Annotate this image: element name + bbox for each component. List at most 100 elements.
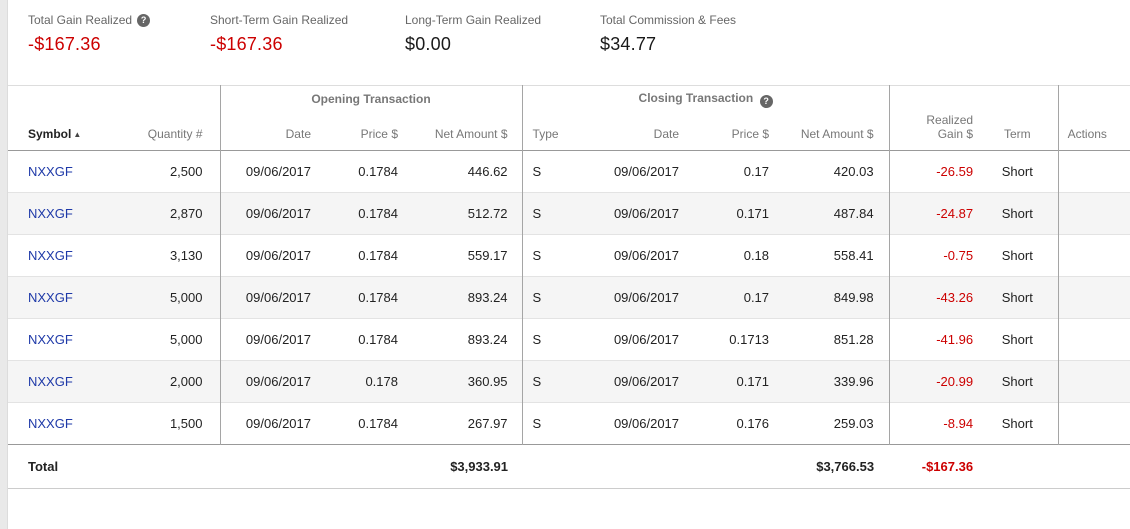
closing-transaction-group-header: Closing Transaction ? [522, 85, 890, 113]
table-row: NXXGF 5,000 09/06/2017 0.1784 893.24 S 0… [8, 276, 1130, 318]
column-header-term: Term [977, 112, 1059, 150]
summary-label: Total Commission & Fees [600, 13, 737, 27]
closing-date-cell: 09/06/2017 [613, 163, 680, 179]
realized-gain-cell: -41.96 [936, 331, 974, 347]
term-cell: Short [977, 360, 1059, 402]
opening-price-cell: 0.1784 [358, 247, 398, 263]
summary-total-gain: Total Gain Realized ? -$167.36 [28, 13, 151, 55]
type-cell: S [532, 205, 542, 221]
column-header-realized-gain: Realized Gain $ [926, 112, 974, 141]
help-icon[interactable]: ? [137, 13, 151, 27]
opening-net-amount-cell: 360.95 [407, 360, 523, 402]
symbol-link[interactable]: NXXGF [28, 163, 73, 179]
opening-net-amount-cell: 893.24 [407, 318, 523, 360]
type-cell: S [532, 331, 542, 347]
column-header-closing-price: Price $ [731, 126, 770, 141]
closing-price-cell: 0.171 [736, 205, 770, 221]
opening-price-cell: 0.1784 [358, 415, 398, 431]
sort-asc-icon: ▲ [73, 129, 82, 139]
opening-price-cell: 0.1784 [358, 289, 398, 305]
column-header-actions: Actions [1067, 126, 1107, 141]
group-spacer [1058, 86, 1130, 113]
opening-price-cell: 0.1784 [358, 331, 398, 347]
realized-gain-cell: -0.75 [943, 247, 974, 263]
symbol-cell: NXXGF [8, 150, 110, 192]
symbol-link[interactable]: NXXGF [28, 373, 73, 389]
actions-cell [1058, 402, 1130, 444]
opening-net-amount-cell: 446.62 [407, 150, 523, 192]
total-row: Total $3,933.91 $3,766.53 -$167.36 [8, 444, 1130, 488]
symbol-link[interactable]: NXXGF [28, 331, 73, 347]
symbol-link[interactable]: NXXGF [28, 247, 73, 263]
opening-net-amount-cell: 512.72 [407, 192, 523, 234]
quantity-cell: 2,870 [110, 192, 221, 234]
term-cell: Short [977, 234, 1059, 276]
total-realized-gain: -$167.36 [921, 458, 974, 474]
opening-net-amount-cell: 893.24 [407, 276, 523, 318]
closing-net-amount-cell: 487.84 [778, 192, 890, 234]
total-opening-net-amount: $3,933.91 [450, 458, 509, 474]
symbol-link[interactable]: NXXGF [28, 205, 73, 221]
actions-cell [1058, 318, 1130, 360]
actions-cell [1058, 192, 1130, 234]
column-header-opening-date: Date [285, 126, 311, 141]
quantity-cell: 1,500 [110, 402, 221, 444]
closing-price-cell: 0.171 [736, 373, 770, 389]
closing-date-cell: 09/06/2017 [613, 289, 680, 305]
table-row: NXXGF 3,130 09/06/2017 0.1784 559.17 S 0… [8, 234, 1130, 276]
type-cell: S [532, 247, 542, 263]
closing-net-amount-cell: 339.96 [778, 360, 890, 402]
column-header-closing-net-amount: Net Amount $ [778, 112, 890, 150]
closing-price-cell: 0.17 [743, 289, 770, 305]
summary-commission-fees: Total Commission & Fees $34.77 [600, 13, 736, 55]
type-cell: S [532, 289, 542, 305]
closing-net-amount-cell: 558.41 [778, 234, 890, 276]
closing-net-amount-cell: 851.28 [778, 318, 890, 360]
summary-value: -$167.36 [210, 34, 283, 54]
group-header-row: Opening Transaction Closing Transaction … [8, 85, 1130, 113]
symbol-link[interactable]: NXXGF [28, 415, 73, 431]
column-header-row: Symbol ▲ Quantity # Date Price $ Net Amou… [8, 112, 1130, 150]
opening-date-cell: 09/06/2017 [245, 205, 311, 221]
closing-date-cell: 09/06/2017 [613, 415, 680, 431]
realized-gain-cell: -26.59 [936, 163, 974, 179]
column-header-type: Type [532, 126, 559, 141]
column-header-symbol[interactable]: Symbol ▲ [28, 126, 82, 141]
term-cell: Short [977, 150, 1059, 192]
total-label: Total [28, 458, 59, 474]
term-cell: Short [977, 318, 1059, 360]
closing-price-cell: 0.176 [736, 415, 770, 431]
opening-price-cell: 0.178 [365, 373, 398, 389]
actions-cell [1058, 276, 1130, 318]
table-row: NXXGF 2,000 09/06/2017 0.178 360.95 S 09… [8, 360, 1130, 402]
realized-gain-cell: -24.87 [936, 205, 974, 221]
opening-price-cell: 0.1784 [358, 205, 398, 221]
type-cell: S [532, 163, 542, 179]
opening-date-cell: 09/06/2017 [245, 373, 311, 389]
symbol-cell: NXXGF [8, 234, 110, 276]
summary-strip: Total Gain Realized ? -$167.36 Short-Ter… [0, 0, 1130, 70]
summary-short-term-gain: Short-Term Gain Realized -$167.36 [210, 13, 348, 55]
closing-net-amount-cell: 420.03 [778, 150, 890, 192]
symbol-cell: NXXGF [8, 192, 110, 234]
closing-price-cell: 0.17 [743, 163, 770, 179]
table-row: NXXGF 2,500 09/06/2017 0.1784 446.62 S 0… [8, 150, 1130, 192]
term-cell: Short [977, 402, 1059, 444]
summary-value: $34.77 [600, 34, 657, 54]
closing-date-cell: 09/06/2017 [613, 373, 680, 389]
column-header-opening-price: Price $ [360, 126, 398, 141]
closing-date-cell: 09/06/2017 [613, 205, 680, 221]
quantity-cell: 2,500 [110, 150, 221, 192]
opening-date-cell: 09/06/2017 [245, 163, 311, 179]
closing-price-cell: 0.18 [743, 247, 770, 263]
symbol-cell: NXXGF [8, 360, 110, 402]
help-icon[interactable]: ? [759, 94, 773, 108]
group-spacer [8, 85, 221, 113]
opening-date-cell: 09/06/2017 [245, 331, 311, 347]
symbol-link[interactable]: NXXGF [28, 289, 73, 305]
closing-net-amount-cell: 259.03 [778, 402, 890, 444]
summary-value: $0.00 [405, 34, 452, 54]
symbol-cell: NXXGF [8, 402, 110, 444]
term-cell: Short [977, 276, 1059, 318]
quantity-cell: 2,000 [110, 360, 221, 402]
